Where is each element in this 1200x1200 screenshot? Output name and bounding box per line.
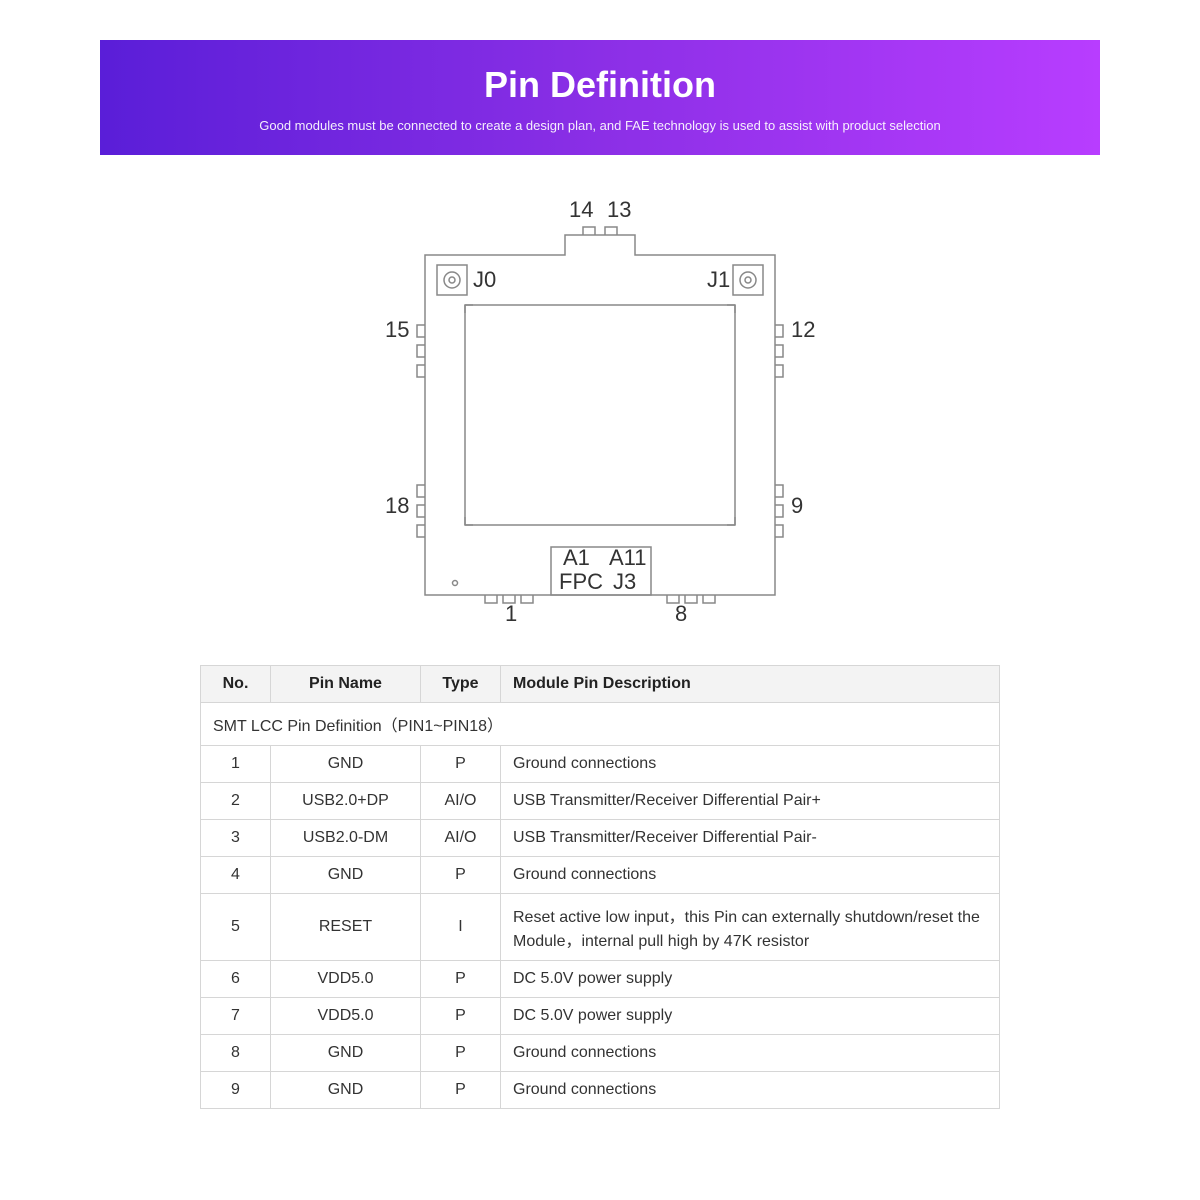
header-type: Type [421, 666, 501, 703]
cell-no: 5 [201, 894, 271, 961]
cell-desc: USB Transmitter/Receiver Differential Pa… [501, 783, 1000, 820]
table-row: 1 GND P Ground connections [201, 746, 1000, 783]
cell-no: 1 [201, 746, 271, 783]
label-pin9: 9 [791, 495, 803, 517]
cell-desc: USB Transmitter/Receiver Differential Pa… [501, 820, 1000, 857]
label-j1: J1 [707, 269, 730, 291]
cell-name: GND [271, 746, 421, 783]
cell-type: P [421, 1072, 501, 1109]
pin-table-container: No. Pin Name Type Module Pin Description… [200, 665, 1000, 1109]
cell-name: RESET [271, 894, 421, 961]
label-pin15: 15 [385, 319, 409, 341]
cell-type: P [421, 746, 501, 783]
label-pin12: 12 [791, 319, 815, 341]
cell-name: GND [271, 857, 421, 894]
cell-desc: DC 5.0V power supply [501, 998, 1000, 1035]
header-banner: Pin Definition Good modules must be conn… [100, 40, 1100, 155]
label-a11: A11 [609, 547, 647, 569]
table-header-row: No. Pin Name Type Module Pin Description [201, 666, 1000, 703]
cell-desc: Ground connections [501, 746, 1000, 783]
label-pin8: 8 [675, 603, 687, 625]
label-j3: J3 [613, 571, 636, 593]
cell-desc: Ground connections [501, 1072, 1000, 1109]
cell-type: AI/O [421, 820, 501, 857]
label-pin14: 14 [569, 199, 593, 221]
table-row: 8 GND P Ground connections [201, 1035, 1000, 1072]
table-section-row: SMT LCC Pin Definition（PIN1~PIN18） [201, 703, 1000, 746]
table-row: 2 USB2.0+DP AI/O USB Transmitter/Receive… [201, 783, 1000, 820]
cell-desc: Reset active low input，this Pin can exte… [501, 894, 1000, 961]
cell-desc: DC 5.0V power supply [501, 961, 1000, 998]
table-row: 5 RESET I Reset active low input，this Pi… [201, 894, 1000, 961]
pinout-diagram: 14 13 J0 J1 15 12 18 9 1 8 A1 A11 FPC J3 [355, 195, 845, 625]
cell-type: AI/O [421, 783, 501, 820]
header-no: No. [201, 666, 271, 703]
cell-no: 9 [201, 1072, 271, 1109]
label-a1: A1 [563, 547, 590, 569]
label-j0: J0 [473, 269, 496, 291]
page: Pin Definition Good modules must be conn… [0, 0, 1200, 1200]
cell-type: I [421, 894, 501, 961]
label-fpc: FPC [559, 571, 603, 593]
table-row: 3 USB2.0-DM AI/O USB Transmitter/Receive… [201, 820, 1000, 857]
pin-definition-table: No. Pin Name Type Module Pin Description… [200, 665, 1000, 1109]
table-row: 4 GND P Ground connections [201, 857, 1000, 894]
diagram-container: 14 13 J0 J1 15 12 18 9 1 8 A1 A11 FPC J3 [0, 195, 1200, 625]
cell-type: P [421, 857, 501, 894]
label-pin13: 13 [607, 199, 631, 221]
label-pin18: 18 [385, 495, 409, 517]
table-row: 6 VDD5.0 P DC 5.0V power supply [201, 961, 1000, 998]
section-label: SMT LCC Pin Definition（PIN1~PIN18） [201, 703, 1000, 746]
cell-type: P [421, 998, 501, 1035]
table-row: 7 VDD5.0 P DC 5.0V power supply [201, 998, 1000, 1035]
cell-name: USB2.0+DP [271, 783, 421, 820]
cell-name: GND [271, 1072, 421, 1109]
cell-name: USB2.0-DM [271, 820, 421, 857]
cell-type: P [421, 1035, 501, 1072]
cell-name: GND [271, 1035, 421, 1072]
cell-no: 8 [201, 1035, 271, 1072]
cell-no: 6 [201, 961, 271, 998]
header-name: Pin Name [271, 666, 421, 703]
cell-desc: Ground connections [501, 857, 1000, 894]
label-pin1: 1 [505, 603, 517, 625]
cell-type: P [421, 961, 501, 998]
banner-title: Pin Definition [120, 64, 1080, 106]
cell-name: VDD5.0 [271, 998, 421, 1035]
header-desc: Module Pin Description [501, 666, 1000, 703]
cell-no: 2 [201, 783, 271, 820]
cell-no: 4 [201, 857, 271, 894]
cell-no: 7 [201, 998, 271, 1035]
cell-name: VDD5.0 [271, 961, 421, 998]
diagram-svg [355, 195, 845, 625]
banner-subtitle: Good modules must be connected to create… [120, 118, 1080, 133]
table-row: 9 GND P Ground connections [201, 1072, 1000, 1109]
cell-no: 3 [201, 820, 271, 857]
cell-desc: Ground connections [501, 1035, 1000, 1072]
